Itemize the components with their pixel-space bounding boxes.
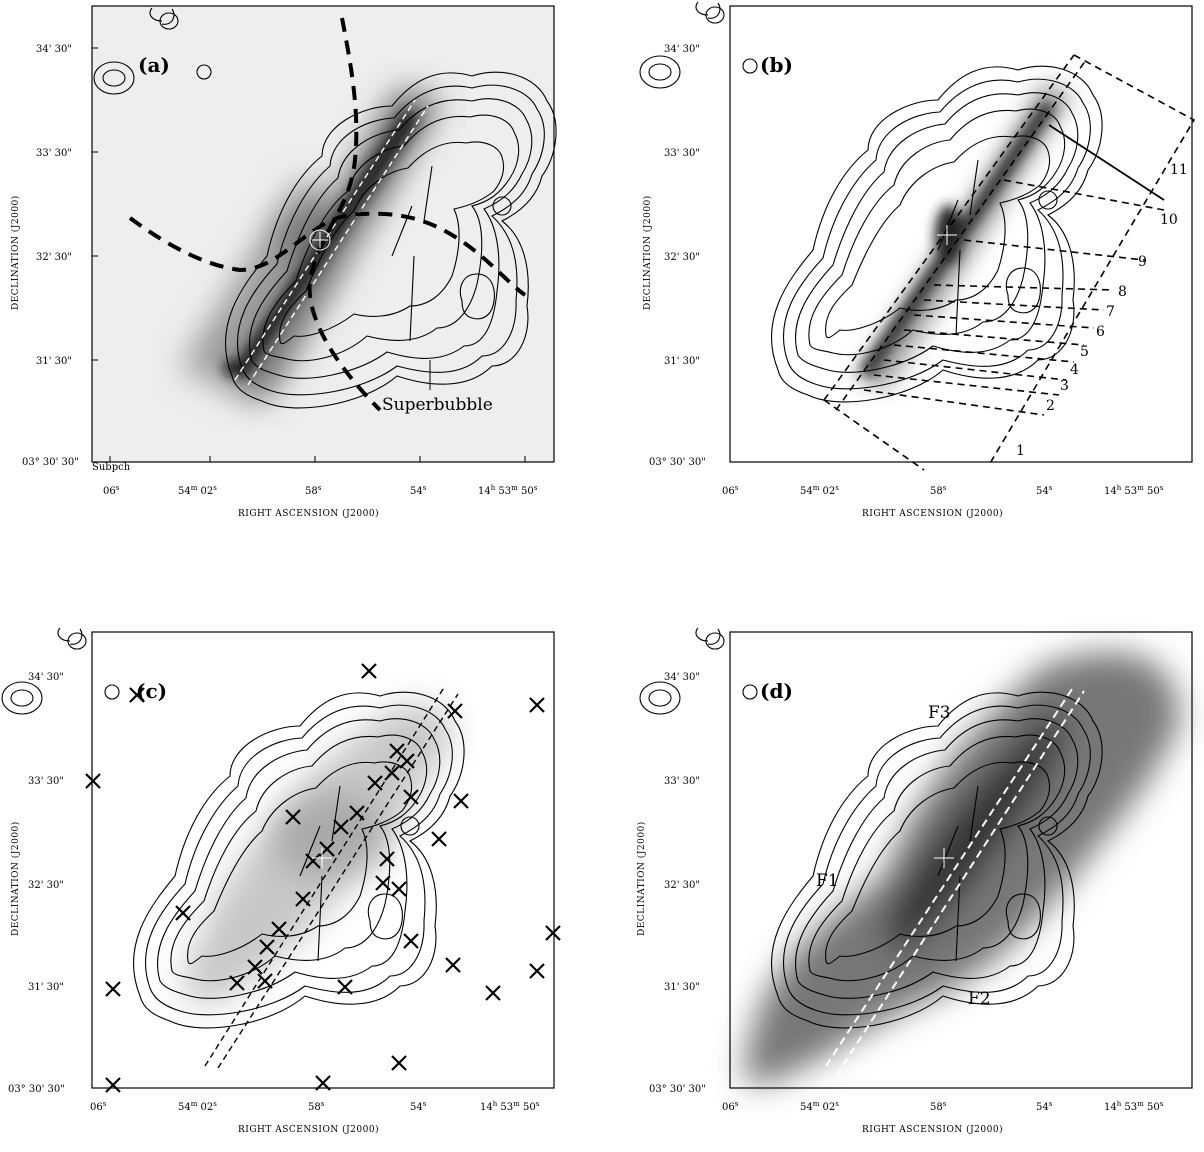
svg-text:34' 30": 34' 30" [664,672,700,683]
svg-text:31' 30": 31' 30" [36,356,72,367]
svg-text:34' 30": 34' 30" [36,44,72,55]
svg-text:14h 53m 50s: 14h 53m 50s [480,1100,540,1113]
corner-text: Subpch [92,462,131,473]
superbubble-outline [128,17,527,412]
svg-text:33' 30": 33' 30" [664,148,700,159]
svg-text:03° 30' 30": 03° 30' 30" [8,1084,65,1095]
svg-text:58s: 58s [305,484,322,497]
svg-text:33' 30": 33' 30" [36,148,72,159]
svg-text:31' 30": 31' 30" [28,982,64,993]
svg-text:33' 30": 33' 30" [664,776,700,787]
svg-text:RIGHT ASCENSION (J2000): RIGHT ASCENSION (J2000) [238,1124,379,1135]
svg-text:58s: 58s [930,1100,947,1113]
panel-a: (a) Superbubble Subpch 34' 30" 33' 30" 3… [0,0,600,576]
strip-numbers: 1 2 3 4 5 6 7 8 9 10 11 [1016,162,1188,459]
svg-text:54m 02s: 54m 02s [178,1100,217,1113]
svg-text:54s: 54s [410,484,427,497]
svg-text:03° 30' 30": 03° 30' 30" [649,1084,706,1095]
svg-text:58s: 58s [930,484,947,497]
svg-text:54s: 54s [410,1100,427,1113]
x-axis-label-a: RIGHT ASCENSION (J2000) [238,508,379,519]
svg-text:DECLINATION (J2000): DECLINATION (J2000) [636,821,647,936]
svg-text:7: 7 [1106,304,1115,320]
svg-text:06s: 06s [103,484,120,497]
svg-text:58s: 58s [308,1100,325,1113]
svg-text:DECLINATION (J2000): DECLINATION (J2000) [642,195,653,310]
filament-f3: F3 [928,703,951,723]
halpha-image-c [180,704,452,1006]
svg-text:34' 30": 34' 30" [28,672,64,683]
svg-text:14h 53m 50s: 14h 53m 50s [1104,484,1164,497]
panel-c-label: (c) [136,679,167,703]
panel-a-label: (a) [138,53,170,77]
svg-text:31' 30": 31' 30" [664,982,700,993]
panel-b-label: (b) [760,53,793,77]
svg-text:54m 02s: 54m 02s [800,1100,839,1113]
cluster-markers [85,663,561,1093]
svg-text:11: 11 [1170,162,1188,178]
svg-text:32' 30": 32' 30" [28,880,64,891]
svg-text:10: 10 [1160,212,1178,228]
svg-text:8: 8 [1118,284,1127,300]
svg-text:06s: 06s [722,484,739,497]
svg-text:06s: 06s [722,1100,739,1113]
svg-text:34' 30": 34' 30" [664,44,700,55]
svg-text:9: 9 [1138,254,1147,270]
y-ticks-a: 34' 30" 33' 30" 32' 30" 31' 30" 03° 30' … [22,44,79,468]
slit-strips [823,54,1196,471]
svg-text:33' 30": 33' 30" [28,776,64,787]
filament-f1: F1 [816,871,839,891]
panel-d-figure: (d) F1 F2 F3 34' 30" 33' 30" 32' 30" 31'… [636,627,1193,1135]
svg-text:1: 1 [1016,443,1025,459]
svg-text:31' 30": 31' 30" [664,356,700,367]
panel-d-label: (d) [760,679,793,703]
panel-c-figure: (c) 34' 30" 33' 30" 32' 30" 31' 30" 03° … [1,627,561,1135]
svg-text:RIGHT ASCENSION (J2000): RIGHT ASCENSION (J2000) [862,508,1003,519]
svg-text:06s: 06s [90,1100,107,1113]
svg-text:14h 53m 50s: 14h 53m 50s [1104,1100,1164,1113]
svg-text:32' 30": 32' 30" [36,252,72,263]
panel-c: (c) 34' 30" 33' 30" 32' 30" 31' 30" 03° … [0,576,600,1152]
panel-a-figure: (a) Superbubble Subpch 34' 30" 33' 30" 3… [10,5,557,519]
svg-text:54s: 54s [1036,1100,1053,1113]
svg-text:4: 4 [1070,362,1079,378]
svg-text:54m 02s: 54m 02s [178,484,217,497]
y-axis-label-a: DECLINATION (J2000) [10,195,21,310]
panel-b: (b) 1 2 3 4 5 6 7 8 9 10 11 34' 30" 33' … [604,0,1204,576]
svg-text:2: 2 [1046,398,1055,414]
filament-f2: F2 [968,989,991,1009]
panel-b-figure: (b) 1 2 3 4 5 6 7 8 9 10 11 34' 30" 33' … [639,1,1196,519]
superbubble-label: Superbubble [382,395,493,415]
svg-text:14h 53m 50s: 14h 53m 50s [478,484,538,497]
svg-text:32' 30": 32' 30" [664,880,700,891]
svg-text:03° 30' 30": 03° 30' 30" [22,457,79,468]
svg-text:6: 6 [1096,324,1105,340]
svg-text:54s: 54s [1036,484,1053,497]
svg-text:RIGHT ASCENSION (J2000): RIGHT ASCENSION (J2000) [862,1124,1003,1135]
svg-text:03° 30' 30": 03° 30' 30" [649,457,706,468]
svg-text:32' 30": 32' 30" [664,252,700,263]
svg-text:5: 5 [1080,344,1089,360]
x-ticks-a: 06s 54m 02s 58s 54s 14h 53m 50s [103,484,538,497]
panel-d: (d) F1 F2 F3 34' 30" 33' 30" 32' 30" 31'… [604,576,1204,1152]
svg-text:3: 3 [1060,378,1069,394]
svg-text:54m 02s: 54m 02s [800,484,839,497]
svg-text:DECLINATION (J2000): DECLINATION (J2000) [10,821,21,936]
